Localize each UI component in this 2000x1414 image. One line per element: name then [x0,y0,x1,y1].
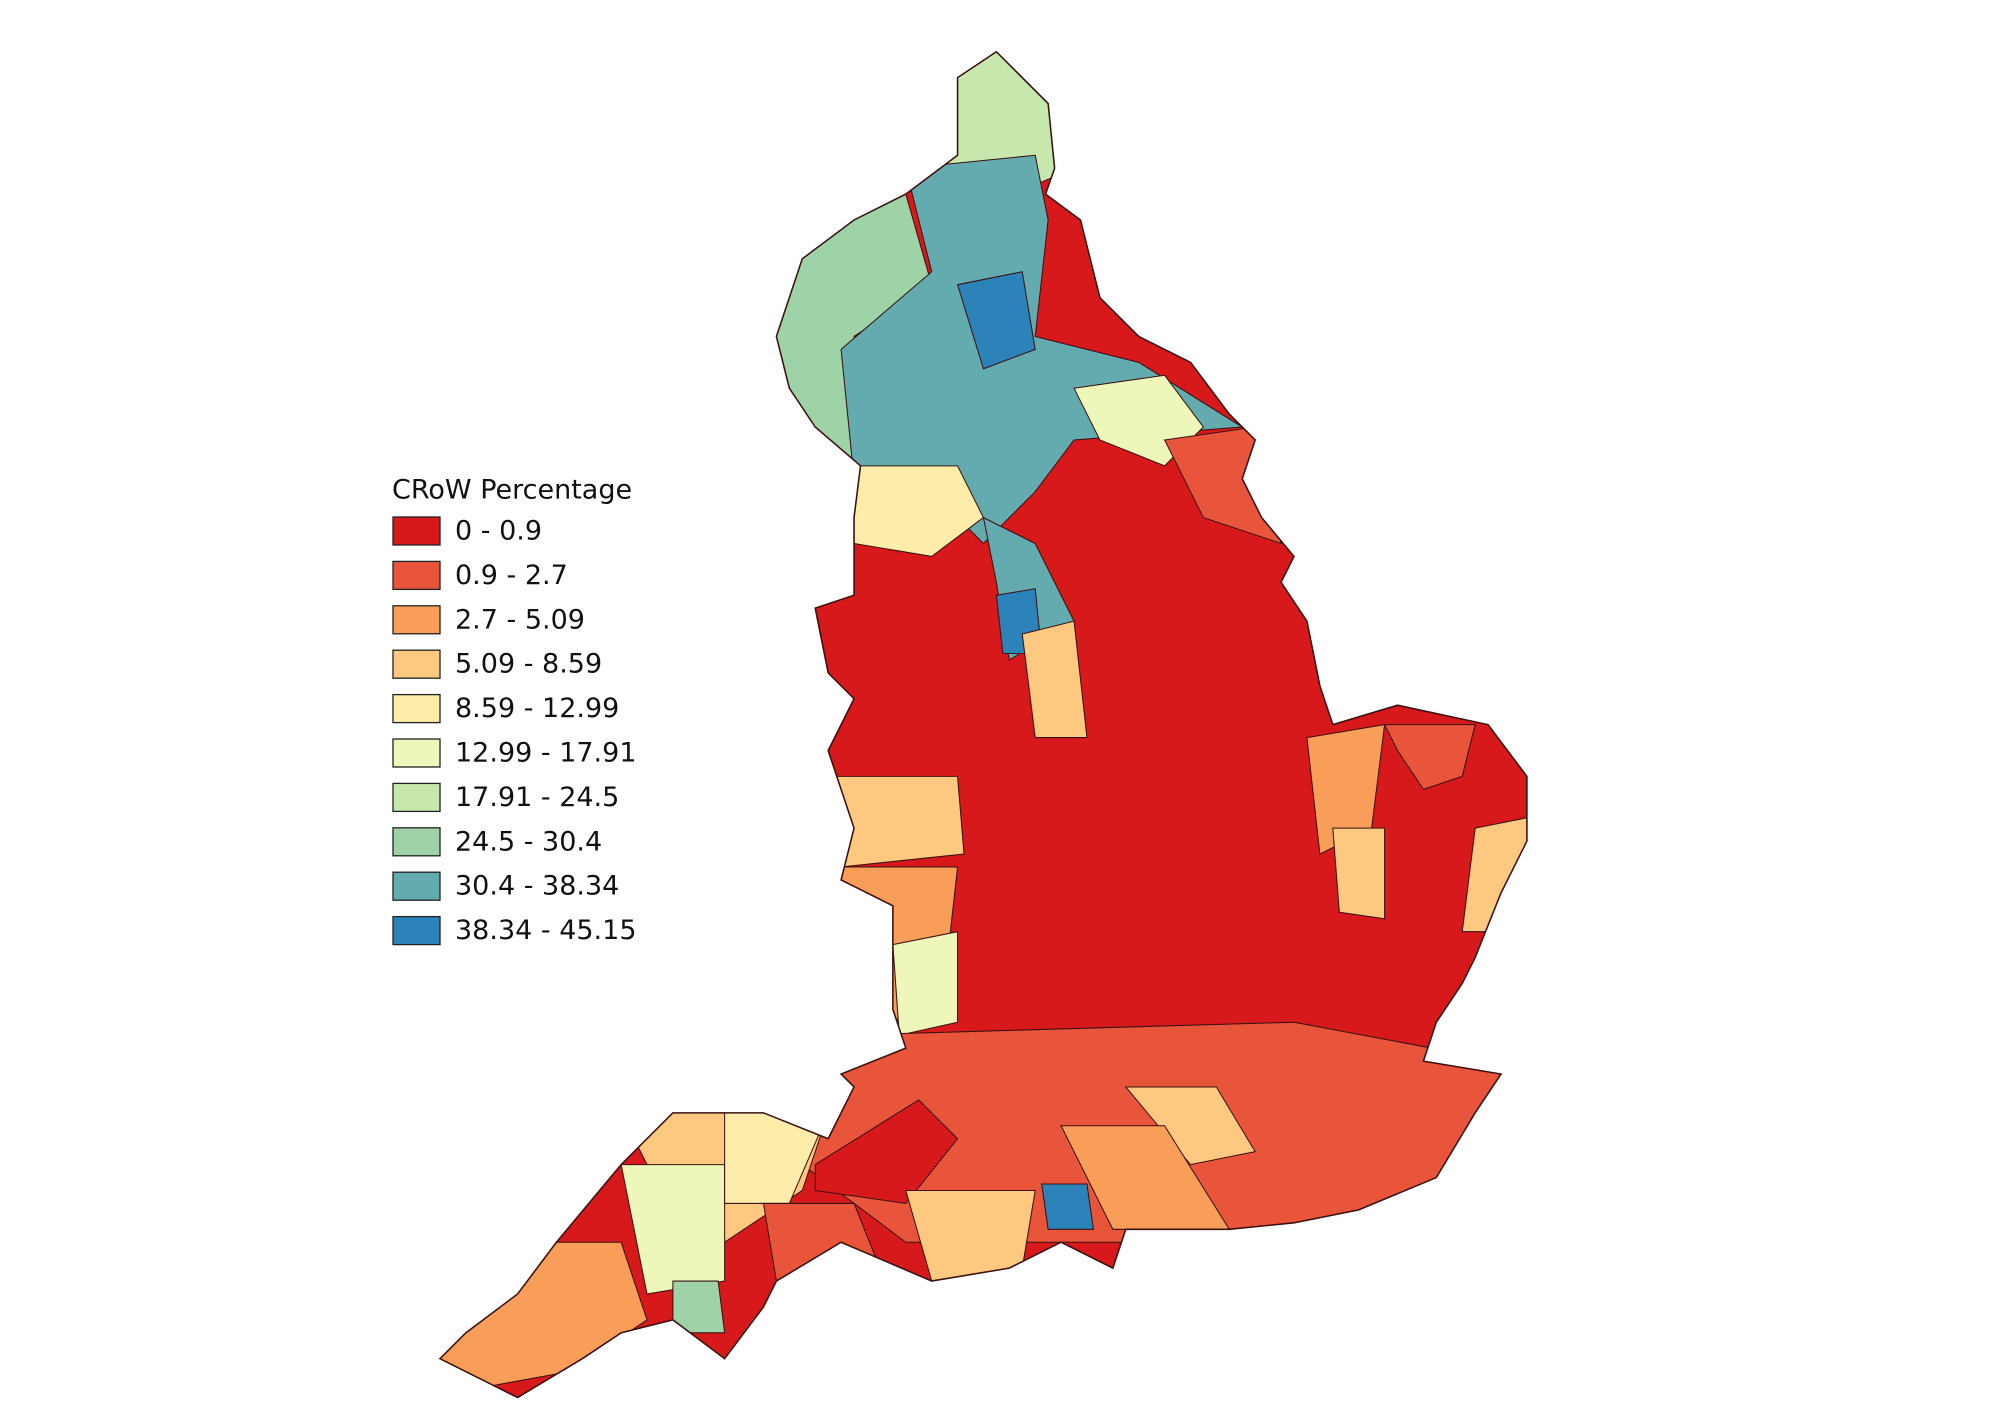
legend: CRoW Percentage 0 - 0.9 0.9 - 2.7 2.7 - 5.… [392,475,637,947]
legend-label: 38.34 - 45.15 [455,915,637,946]
region [1383,724,1476,790]
legend-label: 8.59 - 12.99 [455,693,619,724]
legend-label: 24.5 - 30.4 [455,826,602,857]
legend-swatch [392,516,441,546]
region [672,1280,726,1334]
legend-label: 30.4 - 38.34 [455,871,619,902]
legend-swatch [392,560,441,591]
legend-swatch [392,738,441,768]
legend-title: CRoW Percentage [392,475,632,506]
legend-label: 17.91 - 24.5 [455,782,619,813]
region [827,775,965,868]
map [439,50,1528,1399]
legend-label: 5.09 - 8.59 [455,649,602,680]
legend-swatch [392,827,441,857]
region [814,1099,959,1204]
legend-swatch [392,605,441,635]
region [892,931,959,1036]
region [1332,827,1386,920]
legend-swatch [392,782,441,813]
legend-swatch [392,871,441,901]
legend-label: 0.9 - 2.7 [455,560,568,591]
region [840,154,1244,545]
region [1021,620,1088,739]
legend-label: 12.99 - 17.91 [455,738,637,769]
region [956,271,1036,370]
legend-label: 2.7 - 5.09 [455,604,585,635]
region [1041,1183,1095,1230]
region [439,1241,648,1398]
region [620,1164,726,1295]
legend-swatch [392,649,441,679]
legend-label: 0 - 0.9 [455,516,542,547]
legend-swatch [392,693,441,724]
legend-swatch [392,915,441,946]
